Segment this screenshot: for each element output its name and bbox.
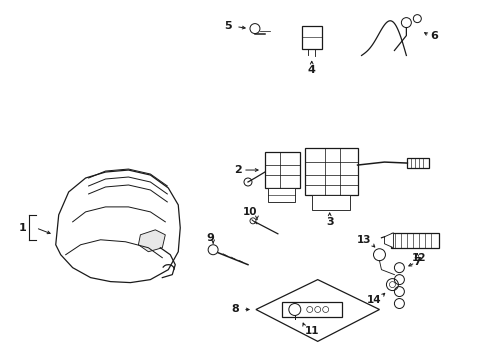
Polygon shape — [384, 233, 393, 248]
Circle shape — [249, 218, 255, 224]
Text: 6: 6 — [429, 31, 437, 41]
Circle shape — [288, 303, 300, 315]
Text: 3: 3 — [325, 217, 333, 227]
Text: 8: 8 — [231, 305, 239, 315]
Text: 14: 14 — [366, 294, 381, 305]
Polygon shape — [311, 195, 349, 210]
Polygon shape — [56, 170, 180, 283]
Polygon shape — [390, 233, 438, 248]
Circle shape — [244, 178, 251, 186]
Text: 13: 13 — [357, 235, 371, 245]
Polygon shape — [301, 26, 321, 49]
Polygon shape — [264, 152, 299, 188]
Polygon shape — [267, 188, 294, 202]
Text: 5: 5 — [224, 21, 231, 31]
Polygon shape — [407, 158, 428, 168]
Text: 2: 2 — [234, 165, 242, 175]
Polygon shape — [138, 230, 165, 252]
Text: 4: 4 — [307, 66, 315, 76]
Text: 1: 1 — [19, 223, 27, 233]
Polygon shape — [304, 148, 357, 195]
Text: 7: 7 — [413, 257, 420, 267]
Polygon shape — [255, 280, 379, 341]
Circle shape — [249, 24, 260, 33]
Polygon shape — [281, 302, 341, 318]
Text: 12: 12 — [411, 253, 426, 263]
Circle shape — [208, 245, 218, 255]
Text: 9: 9 — [206, 233, 214, 243]
Text: 10: 10 — [242, 207, 257, 217]
Text: 11: 11 — [304, 327, 318, 336]
